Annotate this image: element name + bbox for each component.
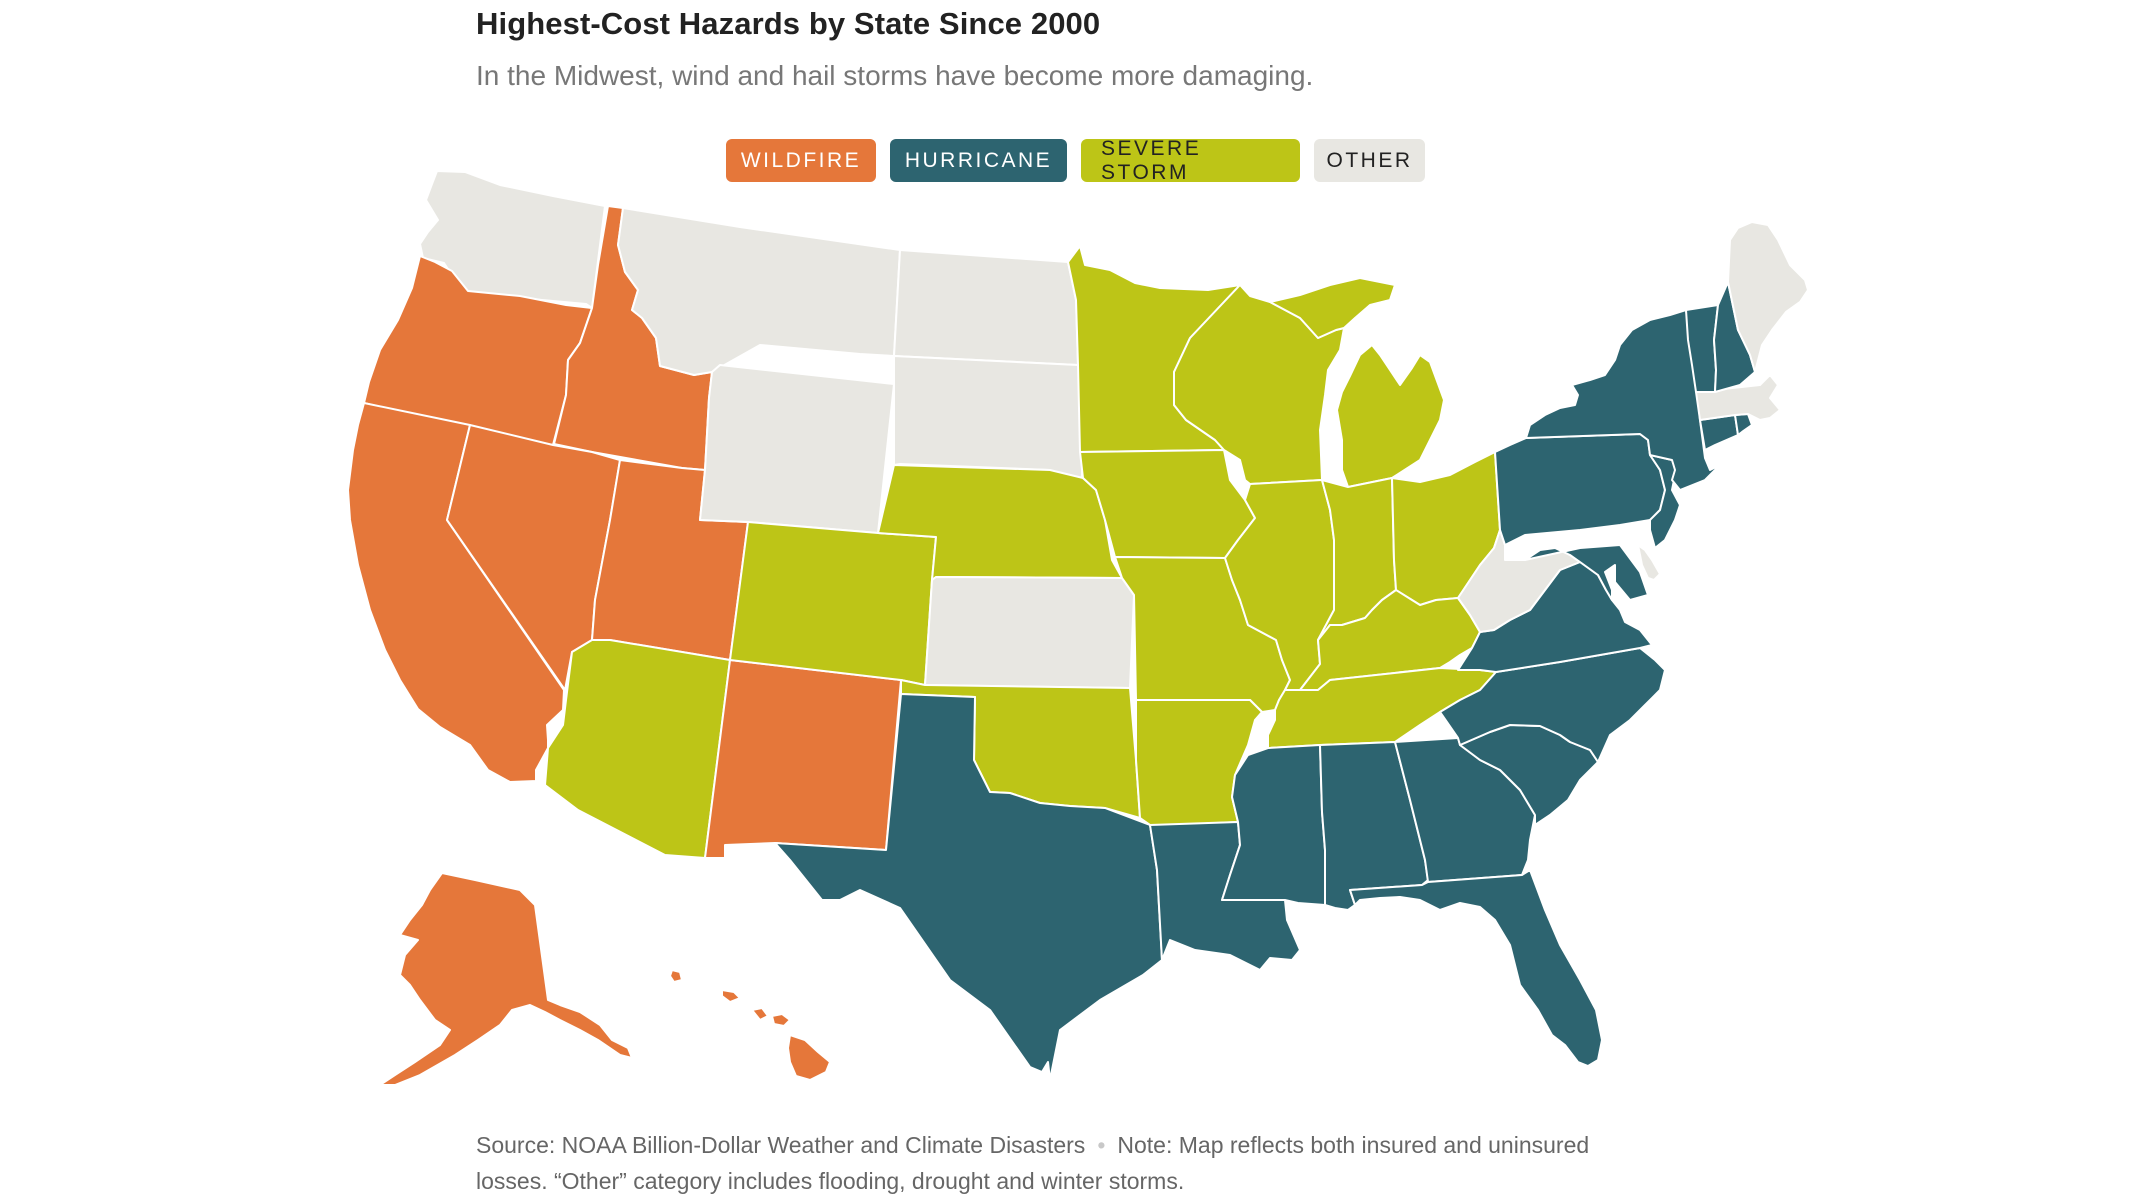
state-TX [774, 693, 1163, 1081]
state-HI [669, 969, 831, 1081]
legend-severe-storm-label: SEVERE STORM [1101, 136, 1202, 184]
legend-other-label: OTHER [1326, 148, 1413, 172]
state-SD [893, 355, 1084, 481]
state-MA [1695, 374, 1781, 421]
state-CA [347, 402, 565, 783]
legend-hurricane: HURRICANE [890, 139, 1067, 182]
state-MI [1269, 277, 1445, 488]
state-DE [1637, 544, 1661, 581]
legend-severe-storm: SEVERE STORM [1081, 136, 1300, 184]
legend: WILDFIRE HURRICANE SEVERE STORM OTHER [726, 136, 1425, 184]
legend-hurricane-label: HURRICANE [904, 148, 1053, 172]
state-NM [704, 659, 902, 859]
state-FL [1349, 869, 1603, 1067]
state-ND [893, 249, 1079, 366]
state-KY [1299, 589, 1481, 691]
state-MT [617, 207, 901, 376]
state-NE [877, 464, 1123, 581]
source-note: Source: NOAA Billion-Dollar Weather and … [476, 1127, 1656, 1199]
state-MD [1524, 544, 1649, 601]
legend-other: OTHER [1314, 139, 1425, 182]
chart-subtitle: In the Midwest, wind and hail storms hav… [476, 60, 1314, 91]
state-PA [1494, 433, 1666, 546]
state-CO [729, 521, 937, 686]
state-ME [1727, 221, 1809, 373]
state-AZ [544, 639, 731, 859]
state-AK [379, 872, 633, 1086]
state-WY [699, 364, 895, 534]
legend-wildfire-label: WILDFIRE [740, 148, 862, 172]
state-RI [1734, 413, 1753, 436]
state-KS [924, 576, 1135, 689]
separator-dot: • [1097, 1132, 1106, 1158]
state-CT [1699, 414, 1739, 451]
legend-wildfire: WILDFIRE [726, 139, 876, 182]
source-text: Source: NOAA Billion-Dollar Weather and … [476, 1132, 1086, 1158]
note-text: Note: Map reflects both insured and unin… [476, 1132, 1590, 1194]
chart-title: Highest-Cost Hazards by State Since 2000 [476, 6, 1101, 41]
